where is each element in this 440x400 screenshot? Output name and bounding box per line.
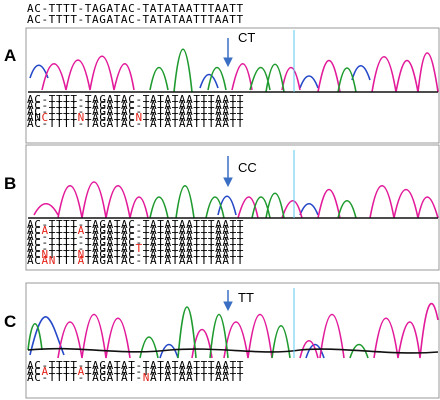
sequence-row: AC-TTTT-TAGATAT-TATATAATTTAATT bbox=[27, 360, 245, 371]
panel-a-trace-c bbox=[29, 64, 371, 89]
sequence-row: AC-TTTT-TAGATAC-TATATAATTTAATT bbox=[27, 100, 245, 111]
panel-c-trace-g bbox=[27, 347, 439, 354]
sequence-row: ACNTTTTNTAGATAC-TATATAATTTAATT bbox=[27, 249, 245, 260]
panel-b-label: B bbox=[4, 174, 17, 193]
header-sequence-row: AC-TTTT-TAGATAC-TATATAATTTAATT bbox=[27, 14, 244, 25]
panel-c-trace-a bbox=[27, 306, 369, 359]
panel-b-trace-c bbox=[217, 195, 319, 216]
panel-c-trace-c bbox=[29, 316, 325, 359]
sequence-row: AC-TTTT-TAGATACTTATATAATTTAATT bbox=[27, 243, 245, 254]
sequence-row: ACATTTTATAGATAT-TATATAATTTAATT bbox=[27, 366, 245, 377]
sequence-row: AC-TTTT-TAGATAC-TATATAATTTAATT bbox=[27, 94, 245, 105]
down-arrow-icon bbox=[223, 290, 233, 312]
sequence-row: ANCTTTTNTAGATACNTATATAATTTAATT bbox=[27, 112, 245, 123]
panel-c-frame bbox=[25, 282, 440, 399]
header-sequence-row: AC-TTTT-TAGATAC-TATATAATTTAATT bbox=[27, 3, 244, 14]
panel-a-genotype: CT bbox=[238, 30, 256, 45]
panel-a-trace-a bbox=[149, 48, 357, 93]
sequence-row: AC-TTTT-TAGATAC-TATATAATTTAATT bbox=[27, 231, 245, 242]
panel-a-trace-t bbox=[41, 52, 439, 93]
down-arrow-icon bbox=[223, 38, 233, 68]
sequence-row: AC-TTTT-TAGATAT-NATATAATTTAATT bbox=[27, 372, 245, 383]
sequence-row: ACATTTTATAGATAC-TATATAATTTAATT bbox=[27, 225, 245, 236]
sequence-row: AC-TTTT-TAGATAC-TATATAATTTAATT bbox=[27, 219, 245, 230]
panel-b-genotype: CC bbox=[238, 160, 257, 175]
panel-c-genotype: TT bbox=[238, 290, 254, 305]
panel-b-frame bbox=[25, 144, 440, 271]
panel-a-frame bbox=[25, 27, 440, 144]
sequence-row: AC-TTTT-TAGATAC-TATATAATTTAATT bbox=[27, 237, 245, 248]
panel-b-trace-t bbox=[33, 181, 439, 219]
panel-c-traces bbox=[27, 302, 439, 359]
sequence-row: ACANTTTATAGATAC-TATATAATTTAATT bbox=[27, 255, 245, 266]
sequence-row: AC-TTTT-TAGATAC-TATATAATTTAATT bbox=[27, 118, 245, 129]
panel-a-label: A bbox=[4, 46, 17, 65]
panel-b-traces bbox=[28, 181, 439, 219]
sequence-row: AC-TTTT-TAGATAC-TATATAATTTAATT bbox=[27, 106, 245, 117]
panel-a-traces bbox=[28, 48, 439, 93]
panel-b-trace-a bbox=[149, 184, 357, 219]
panel-c-trace-t bbox=[57, 302, 439, 359]
down-arrow-icon bbox=[223, 156, 233, 188]
panel-c-label: C bbox=[4, 312, 17, 331]
